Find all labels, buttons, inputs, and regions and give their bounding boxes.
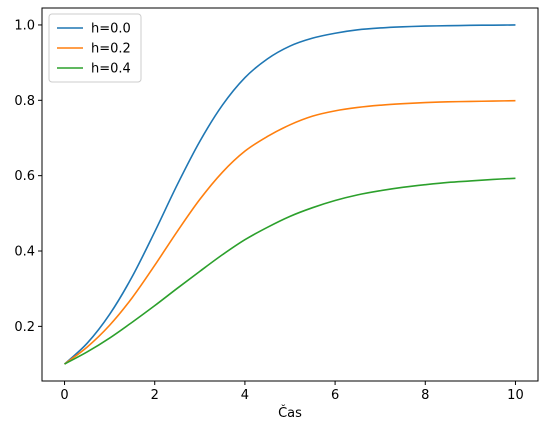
- series-line-0: [64, 24, 516, 365]
- x-tick-label: 6: [331, 388, 339, 403]
- legend-label: h=0.4: [91, 62, 131, 77]
- x-tick-label: 8: [421, 388, 429, 403]
- legend-label: h=0.2: [91, 42, 131, 57]
- series-line-1: [64, 99, 516, 365]
- y-tick-label: 1.0: [14, 18, 35, 33]
- x-tick-label: 10: [507, 388, 524, 403]
- x-tick-label: 4: [241, 388, 249, 403]
- x-axis-label: Čas: [278, 405, 302, 421]
- y-axis-ticks: 0.2 0.4 0.6 0.8 1.0: [14, 18, 42, 335]
- x-tick-label: 0: [60, 388, 68, 403]
- y-tick-label: 0.2: [14, 320, 35, 335]
- series-line-2: [64, 177, 516, 365]
- y-tick-label: 0.4: [14, 245, 35, 260]
- legend-label: h=0.0: [91, 22, 131, 37]
- y-tick-label: 0.6: [14, 169, 35, 184]
- legend: h=0.0 h=0.2 h=0.4: [48, 13, 142, 83]
- y-tick-label: 0.8: [14, 94, 35, 109]
- legend-box: [48, 13, 142, 83]
- x-tick-label: 2: [151, 388, 159, 403]
- plot-frame: [41, 7, 539, 382]
- x-axis-ticks: 0 2 4 6 8 10: [60, 381, 524, 403]
- series-layer: [64, 24, 516, 365]
